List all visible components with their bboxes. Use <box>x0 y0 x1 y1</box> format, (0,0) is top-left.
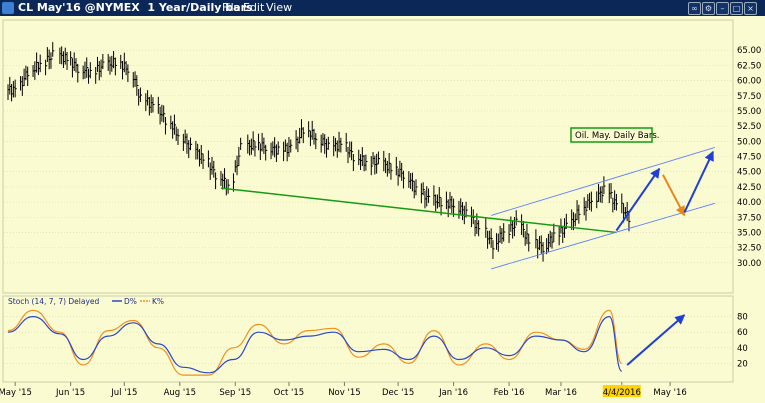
stoch-lines <box>7 309 686 376</box>
date-tick-label: 4/4/2016 <box>603 388 641 398</box>
stoch-grid <box>4 316 732 364</box>
price-tick-label: 65.00 <box>737 46 761 56</box>
stoch-title: Stoch (14, 7, 7) Delayed <box>8 297 100 306</box>
stoch-tick-label: 60 <box>737 328 748 338</box>
menu-file[interactable]: File <box>222 1 241 14</box>
price-tick-label: 52.50 <box>737 122 761 132</box>
price-pane-frame <box>2 19 734 294</box>
projection-2-arrow <box>662 174 686 217</box>
price-tick-label: 47.50 <box>737 153 761 163</box>
date-tick-label: Jan '16 <box>438 388 468 398</box>
date-tick-label: Aug '15 <box>164 388 196 398</box>
k-legend-label: K% <box>152 297 164 306</box>
d-legend-label: D% <box>124 297 137 306</box>
price-tick-label: 60.00 <box>737 77 761 87</box>
price-annotations <box>220 146 715 270</box>
date-tick-label: May '16 <box>653 388 686 398</box>
d-percent-line <box>7 315 623 374</box>
annotation-text: Oil. May. Daily Bars. <box>575 131 659 141</box>
symbol-title: CL May'16 @NYMEX <box>18 1 140 14</box>
date-tick-label: Feb '16 <box>494 388 525 398</box>
price-tick-label: 32.50 <box>737 244 761 254</box>
price-tick-label: 57.50 <box>737 92 761 102</box>
price-tick-label: 50.00 <box>737 137 761 147</box>
price-tick-label: 55.00 <box>737 107 761 117</box>
price-tick-label: 45.00 <box>737 168 761 178</box>
app-icon <box>2 2 14 14</box>
stoch-y-axis: 20 40 60 80 <box>737 313 748 370</box>
price-y-axis: 30.00 32.50 35.00 37.50 40.00 42.50 45.00 47.50… <box>737 46 761 269</box>
date-tick-label: Dec '15 <box>382 388 414 398</box>
date-tick-label: Jul '15 <box>110 388 137 398</box>
annotation-box: Oil. May. Daily Bars. <box>570 127 659 143</box>
close-icon[interactable]: × <box>744 2 757 15</box>
date-tick-label: Nov '15 <box>328 388 360 398</box>
stoch-tick-label: 20 <box>737 359 748 369</box>
channel-upper-line <box>491 146 715 216</box>
settings-icon[interactable]: ⚙ <box>702 2 715 15</box>
stoch-pane-frame <box>2 295 734 383</box>
menu-edit[interactable]: Edit <box>243 1 265 14</box>
maximize-icon[interactable]: □ <box>730 2 743 15</box>
date-tick-label: Sep '15 <box>219 388 251 398</box>
price-tick-label: 40.00 <box>737 198 761 208</box>
projection-1-arrow <box>615 167 661 232</box>
stoch-legend: Stoch (14, 7, 7) Delayed D% K% <box>8 297 164 306</box>
stoch-tick-label: 40 <box>737 344 748 354</box>
price-tick-label: 42.50 <box>737 183 761 193</box>
price-tick-label: 30.00 <box>737 259 761 269</box>
price-tick-label: 35.00 <box>737 228 761 238</box>
minimize-icon[interactable]: – <box>716 2 729 15</box>
menu-view[interactable]: View <box>266 1 293 14</box>
chart-area: 30.00 32.50 35.00 37.50 40.00 42.50 45.00 47.50… <box>0 16 765 403</box>
k-percent-line <box>7 309 623 376</box>
price-tick-label: 62.50 <box>737 61 761 71</box>
timeframe-label: 1 Year/Daily bars <box>147 1 253 14</box>
stoch-projection-arrow <box>626 314 686 366</box>
stoch-tick-label: 80 <box>737 313 748 323</box>
title-bar: CL May'16 @NYMEX 1 Year/Daily bars File … <box>0 0 765 16</box>
projection-3-arrow <box>683 150 714 213</box>
support-line <box>220 187 617 234</box>
link-icon[interactable]: ∞ <box>688 2 701 15</box>
date-highlight <box>602 385 641 397</box>
date-tick-label: Oct '15 <box>274 388 305 398</box>
date-tick-label: May '15 <box>0 388 32 398</box>
date-tick-label: Jun '15 <box>55 388 85 398</box>
price-bars <box>7 42 631 262</box>
window-title: CL May'16 @NYMEX 1 Year/Daily bars <box>18 1 253 14</box>
date-tick-label: Mar '16 <box>545 388 577 398</box>
date-axis: May '15 Jun '15 Jul '15 Aug '15 Sep '15 Oct '… <box>0 382 687 398</box>
price-tick-label: 37.50 <box>737 213 761 223</box>
